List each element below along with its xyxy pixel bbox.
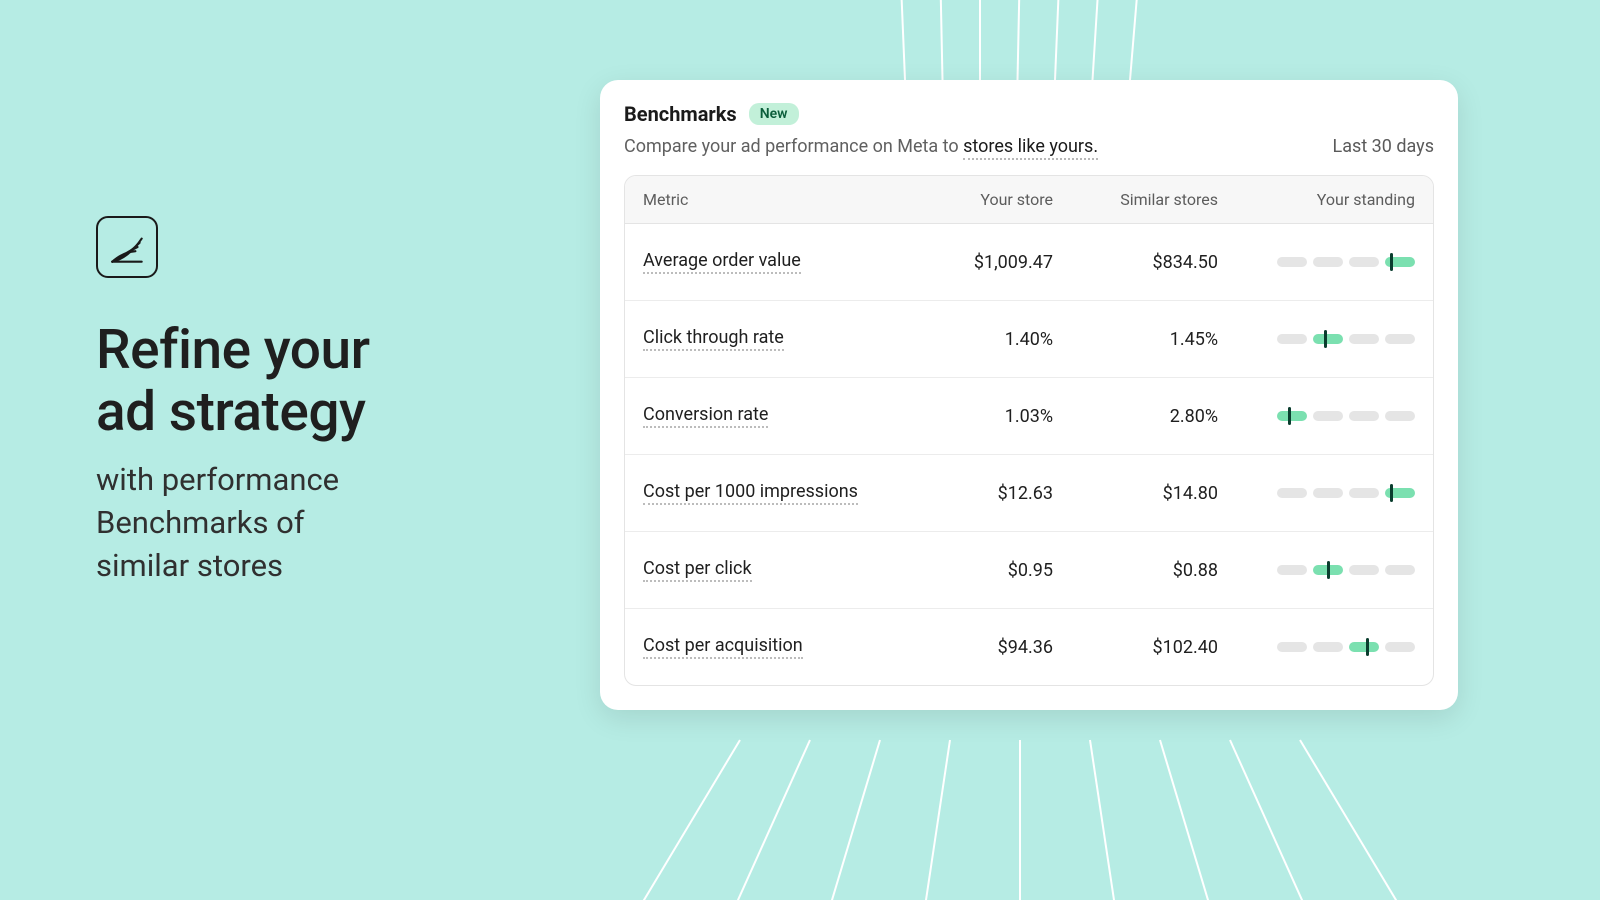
- metric-name[interactable]: Cost per acquisition: [643, 635, 803, 659]
- card-header: Benchmarks New: [624, 102, 1434, 126]
- standing-segment: [1313, 334, 1343, 344]
- standing-cell: [1218, 642, 1415, 652]
- similar-stores-value: $14.80: [1053, 483, 1218, 504]
- standing-segment: [1313, 642, 1343, 652]
- metric-name[interactable]: Cost per 1000 impressions: [643, 481, 858, 505]
- standing-segment: [1313, 565, 1343, 575]
- metric-cell: Cost per click: [643, 558, 923, 582]
- standing-marker: [1324, 330, 1327, 348]
- metric-cell: Click through rate: [643, 327, 923, 351]
- metric-name[interactable]: Conversion rate: [643, 404, 768, 428]
- standing-meter: [1218, 257, 1415, 267]
- table-row: Cost per 1000 impressions $12.63$14.80: [625, 455, 1433, 532]
- standing-segment: [1277, 411, 1307, 421]
- your-store-value: $12.63: [923, 483, 1053, 504]
- metric-cell: Conversion rate: [643, 404, 923, 428]
- metric-cell: Average order value: [643, 250, 923, 274]
- similar-stores-value: $0.88: [1053, 560, 1218, 581]
- similar-stores-value: $102.40: [1053, 637, 1218, 658]
- hero-sub-line1: with performance: [96, 459, 476, 502]
- standing-cell: [1218, 334, 1415, 344]
- similar-stores-value: 1.45%: [1053, 329, 1218, 350]
- hero-pane: Refine your ad strategy with performance…: [96, 216, 476, 587]
- table-row: Cost per acquisition $94.36$102.40: [625, 609, 1433, 685]
- standing-segment: [1349, 257, 1379, 267]
- standing-marker: [1390, 253, 1393, 271]
- new-badge: New: [749, 103, 799, 125]
- standing-segment: [1277, 642, 1307, 652]
- standing-cell: [1218, 257, 1415, 267]
- hero-headline-line2: ad strategy: [96, 382, 476, 444]
- standing-marker: [1327, 561, 1330, 579]
- standing-segment: [1349, 411, 1379, 421]
- metric-cell: Cost per 1000 impressions: [643, 481, 923, 505]
- standing-segment: [1349, 488, 1379, 498]
- hero-sub-line3: similar stores: [96, 545, 476, 588]
- your-store-value: $94.36: [923, 637, 1053, 658]
- standing-meter: [1218, 334, 1415, 344]
- standing-cell: [1218, 488, 1415, 498]
- standing-cell: [1218, 565, 1415, 575]
- hero-subhead: with performance Benchmarks of similar s…: [96, 459, 476, 587]
- your-store-value: 1.03%: [923, 406, 1053, 427]
- standing-segment: [1385, 642, 1415, 652]
- similar-stores-value: 2.80%: [1053, 406, 1218, 427]
- table-row: Conversion rate 1.03%2.80%: [625, 378, 1433, 455]
- standing-segment: [1313, 257, 1343, 267]
- standing-marker: [1288, 407, 1291, 425]
- standing-meter: [1218, 488, 1415, 498]
- standing-segment: [1313, 411, 1343, 421]
- logo-icon: [106, 226, 148, 268]
- hero-headline-line1: Refine your: [96, 320, 476, 382]
- your-store-value: 1.40%: [923, 329, 1053, 350]
- standing-segment: [1385, 411, 1415, 421]
- table-header: Metric Your store Similar stores Your st…: [625, 176, 1433, 224]
- standing-segment: [1277, 257, 1307, 267]
- hero-headline: Refine your ad strategy: [96, 320, 476, 443]
- card-subheader: Compare your ad performance on Meta to s…: [624, 136, 1434, 157]
- card-subtitle-prefix: Compare your ad performance on Meta to: [624, 136, 963, 157]
- benchmarks-table: Metric Your store Similar stores Your st…: [624, 175, 1434, 686]
- standing-marker: [1390, 484, 1393, 502]
- metric-name[interactable]: Cost per click: [643, 558, 752, 582]
- standing-segment: [1349, 334, 1379, 344]
- col-header-your: Your store: [923, 190, 1053, 209]
- standing-segment: [1385, 334, 1415, 344]
- table-row: Average order value $1,009.47$834.50: [625, 224, 1433, 301]
- card-subtitle: Compare your ad performance on Meta to s…: [624, 136, 1098, 157]
- standing-cell: [1218, 411, 1415, 421]
- metric-cell: Cost per acquisition: [643, 635, 923, 659]
- standing-segment: [1277, 565, 1307, 575]
- card-subtitle-link[interactable]: stores like yours.: [963, 136, 1098, 160]
- standing-segment: [1385, 488, 1415, 498]
- standing-segment: [1313, 488, 1343, 498]
- benchmarks-card: Benchmarks New Compare your ad performan…: [600, 80, 1458, 710]
- standing-meter: [1218, 411, 1415, 421]
- table-row: Click through rate 1.40%1.45%: [625, 301, 1433, 378]
- standing-segment: [1385, 565, 1415, 575]
- date-range[interactable]: Last 30 days: [1333, 136, 1434, 157]
- standing-meter: [1218, 565, 1415, 575]
- hero-sub-line2: Benchmarks of: [96, 502, 476, 545]
- standing-segment: [1277, 488, 1307, 498]
- app-logo: [96, 216, 158, 278]
- col-header-similar: Similar stores: [1053, 190, 1218, 209]
- your-store-value: $0.95: [923, 560, 1053, 581]
- similar-stores-value: $834.50: [1053, 252, 1218, 273]
- metric-name[interactable]: Click through rate: [643, 327, 784, 351]
- table-row: Cost per click $0.95$0.88: [625, 532, 1433, 609]
- col-header-standing: Your standing: [1218, 190, 1415, 209]
- col-header-metric: Metric: [643, 190, 923, 209]
- standing-marker: [1366, 638, 1369, 656]
- card-title: Benchmarks: [624, 102, 737, 126]
- standing-segment: [1349, 565, 1379, 575]
- standing-segment: [1385, 257, 1415, 267]
- standing-segment: [1277, 334, 1307, 344]
- your-store-value: $1,009.47: [923, 252, 1053, 273]
- standing-meter: [1218, 642, 1415, 652]
- metric-name[interactable]: Average order value: [643, 250, 801, 274]
- standing-segment: [1349, 642, 1379, 652]
